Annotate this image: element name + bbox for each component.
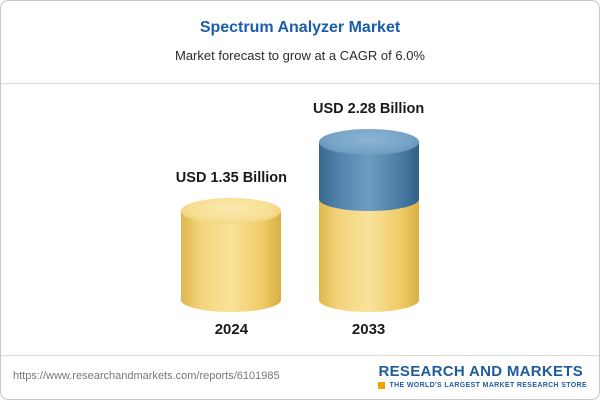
logo-title: RESEARCH AND MARKETS: [378, 363, 584, 380]
footer-row: https://www.researchandmarkets.com/repor…: [1, 356, 599, 399]
header-divider: [1, 83, 599, 84]
chart-subtitle: Market forecast to grow at a CAGR of 6.0…: [175, 48, 425, 63]
cylinder-cap-2024: [181, 198, 282, 225]
chart-header: Spectrum Analyzer Market Market forecast…: [1, 1, 599, 65]
category-label-2024: 2024: [214, 321, 249, 338]
bar-group-2033: USD 2.28 Billion 2033: [313, 99, 424, 340]
chart-title: Spectrum Analyzer Market: [199, 19, 401, 36]
footer-divider: [1, 355, 599, 356]
category-label-2033: 2033: [351, 321, 386, 338]
logo-tagline: THE WORLD'S LARGEST MARKET RESEARCH STOR…: [389, 382, 587, 389]
cylinder-2033: [318, 129, 419, 312]
cylinder-segment-2024-value: [181, 211, 282, 312]
bar-group-2024: USD 1.35 Billion 2024: [176, 168, 287, 340]
value-label-2024: USD 1.35 Billion: [175, 170, 287, 187]
logo-tagline-row: THE WORLD'S LARGEST MARKET RESEARCH STOR…: [378, 382, 587, 389]
cylinder-segment-2033-base: [318, 198, 419, 312]
cylinder-cap-2033: [318, 129, 419, 155]
footer: https://www.researchandmarkets.com/repor…: [1, 355, 599, 399]
value-label-2033: USD 2.28 Billion: [313, 101, 425, 117]
cylinder-2024: [181, 198, 282, 312]
bar-chart: USD 1.35 Billion 2024 USD 2.28 Billion 2…: [1, 92, 599, 340]
logo-accent-mark-icon: [378, 382, 386, 389]
research-and-markets-logo: RESEARCH AND MARKETS THE WORLD'S LARGEST…: [378, 363, 587, 389]
report-url-link[interactable]: https://www.researchandmarkets.com/repor…: [13, 370, 280, 382]
